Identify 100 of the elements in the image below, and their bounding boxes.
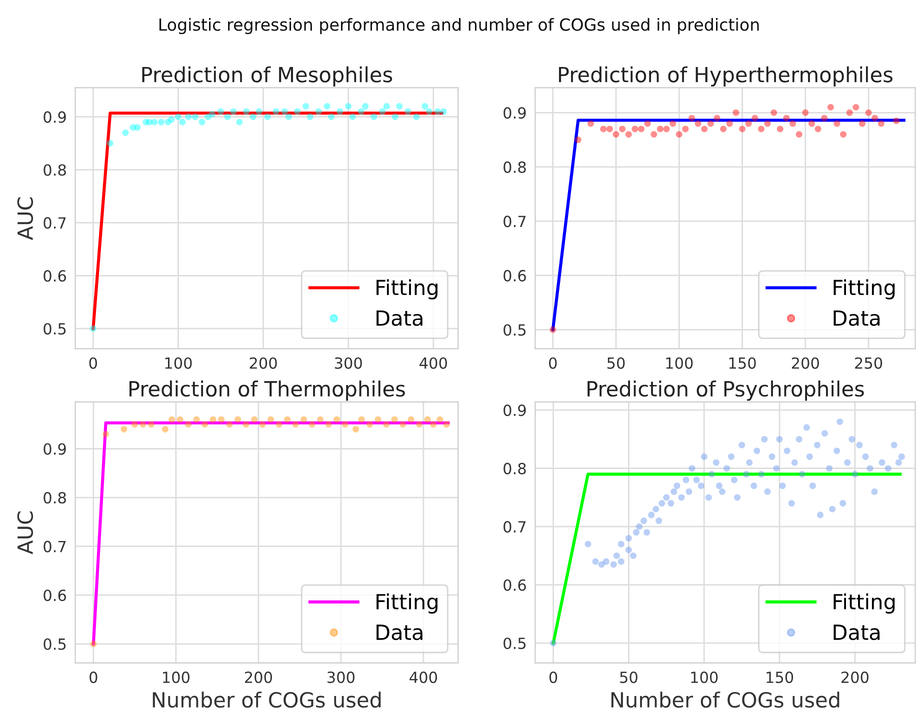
x-tick-label: 100	[165, 357, 192, 369]
point	[210, 416, 216, 423]
point	[682, 126, 689, 132]
point	[198, 118, 206, 126]
point	[413, 114, 420, 120]
legend-label: Fitting	[834, 279, 895, 300]
point	[436, 416, 444, 423]
point	[208, 110, 216, 118]
point	[383, 102, 390, 110]
x-tick-label: 0	[549, 672, 558, 684]
point	[443, 421, 450, 428]
y-tick-label: 0.8	[504, 161, 526, 173]
point	[218, 416, 225, 423]
point	[106, 140, 114, 147]
point	[162, 426, 168, 432]
point	[224, 114, 231, 120]
point	[120, 426, 128, 432]
point	[234, 416, 242, 423]
y-axis-title: AUC	[17, 197, 34, 240]
point	[276, 421, 282, 428]
point	[770, 109, 778, 116]
point	[714, 114, 720, 122]
point	[243, 108, 250, 115]
point	[416, 421, 423, 428]
point	[217, 108, 224, 115]
point	[272, 108, 280, 115]
point	[308, 421, 316, 428]
point	[796, 131, 802, 138]
point	[600, 126, 607, 132]
point	[226, 421, 233, 428]
point	[846, 109, 853, 116]
y-tick-label: 0.9	[504, 404, 526, 416]
chart-title: Prediction of Thermophiles	[129, 380, 405, 401]
point	[893, 118, 900, 124]
point	[179, 118, 186, 126]
legend-label: Fitting	[376, 593, 438, 614]
x-tick-label: 200	[841, 672, 868, 684]
point	[392, 114, 398, 120]
x-tick-label: 100	[666, 357, 693, 369]
point	[286, 114, 292, 120]
point	[315, 108, 322, 115]
y-tick-label: 0.5	[44, 638, 66, 650]
point	[236, 118, 243, 126]
point	[656, 126, 664, 132]
point	[676, 131, 682, 138]
x-axis-title: Number of COGs used	[611, 692, 840, 708]
y-tick-label: 0.5	[504, 638, 526, 650]
point	[134, 124, 141, 131]
point	[670, 120, 676, 127]
point	[802, 109, 809, 116]
point	[739, 126, 746, 132]
point	[865, 109, 872, 116]
point	[404, 108, 412, 115]
point	[758, 126, 764, 132]
legend-label: Data	[376, 624, 422, 640]
point	[284, 416, 291, 423]
chart-title: Prediction of Psychrophiles	[588, 380, 864, 401]
y-tick-label: 0.7	[504, 216, 526, 228]
point	[324, 102, 330, 110]
legend-label: Data	[376, 310, 422, 326]
point	[426, 108, 432, 115]
point	[732, 109, 740, 116]
x-tick-label: 0	[89, 357, 97, 369]
point	[264, 114, 271, 120]
y-axis-title: AUC	[17, 512, 34, 554]
point	[430, 421, 437, 428]
point	[185, 114, 192, 120]
x-tick-label: 250	[855, 357, 882, 369]
x-tick-label: 200	[792, 357, 819, 369]
point	[396, 102, 403, 110]
point	[90, 325, 96, 332]
point	[342, 421, 348, 428]
x-tick-label: 0	[549, 357, 557, 369]
point	[306, 114, 314, 120]
chart-title: Prediction of Mesophiles	[142, 66, 392, 86]
point	[317, 416, 324, 423]
y-tick-label: 0.8	[504, 462, 526, 474]
y-tick-label: 0.6	[44, 270, 66, 282]
point	[151, 118, 158, 126]
x-tick-label: 200	[244, 672, 272, 684]
point	[834, 120, 840, 127]
legend-label: Fitting	[834, 593, 895, 614]
point	[408, 416, 414, 423]
y-tick-label: 0.7	[44, 540, 66, 552]
point	[251, 416, 258, 423]
point	[808, 120, 815, 127]
point	[701, 126, 708, 132]
point	[632, 126, 638, 132]
point	[612, 131, 620, 138]
point	[174, 114, 182, 120]
point	[726, 120, 733, 127]
point	[688, 114, 696, 122]
point	[790, 120, 796, 127]
point	[827, 104, 834, 111]
y-tick-label: 0.9	[44, 111, 66, 123]
point	[362, 102, 369, 110]
point	[358, 108, 364, 115]
point	[720, 126, 727, 132]
point	[281, 108, 288, 115]
point	[424, 416, 431, 423]
